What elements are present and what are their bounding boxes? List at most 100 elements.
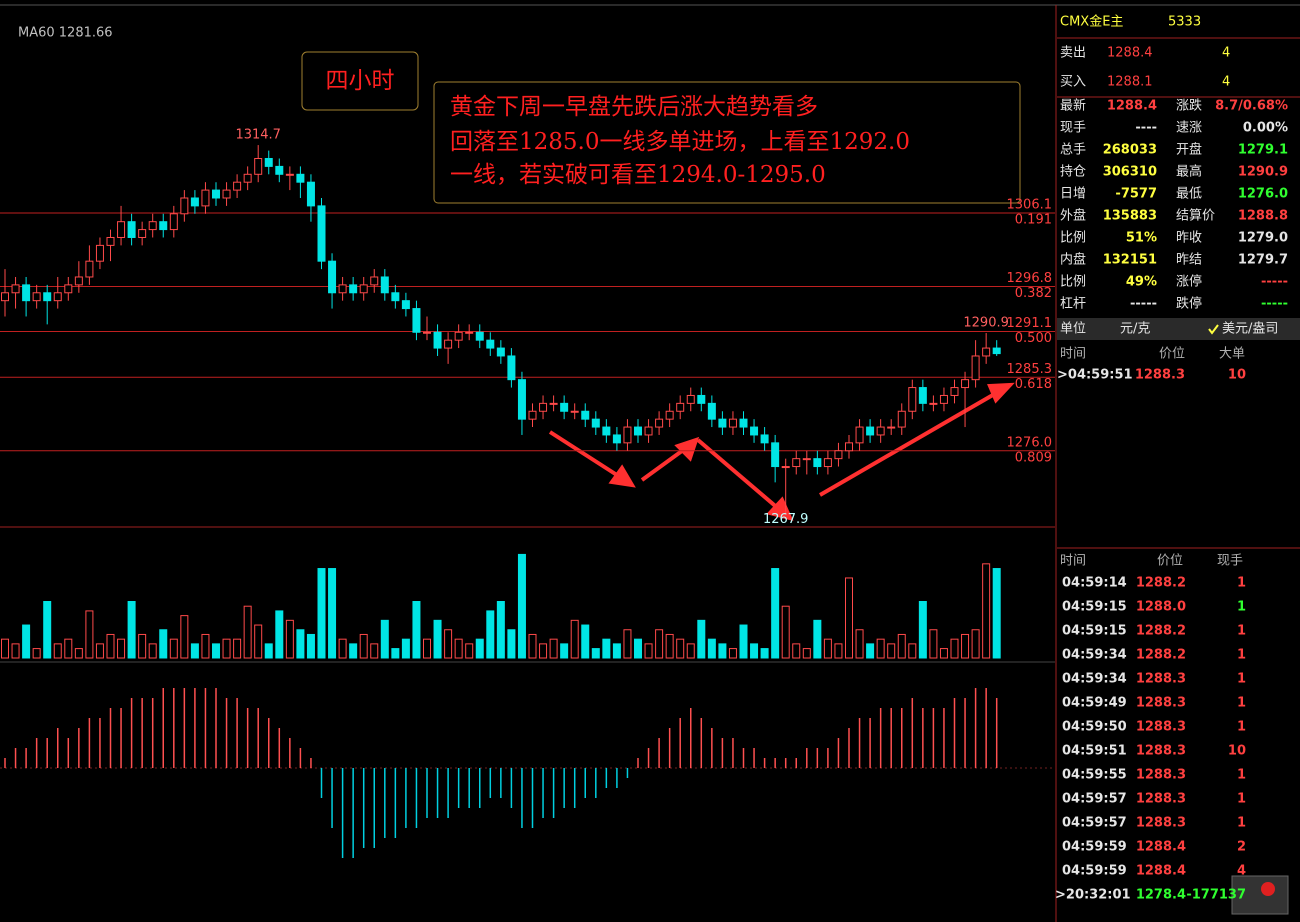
- candle-body: [201, 189, 210, 207]
- candle-body: [591, 418, 600, 428]
- candle-body: [95, 244, 104, 262]
- quote-label: 现手: [1060, 121, 1086, 136]
- quote-value: 1288.8: [1238, 209, 1288, 224]
- volume-bar: [117, 638, 126, 659]
- volume-bar: [591, 648, 600, 659]
- volume-bar: [549, 638, 558, 659]
- volume-bar: [686, 643, 695, 659]
- candle-body: [517, 379, 526, 420]
- tick-price: 1288.2: [1136, 624, 1186, 639]
- quote-label: 开盘: [1176, 142, 1202, 158]
- candle-body: [496, 347, 505, 357]
- candle-body: [85, 260, 94, 278]
- candle-body: [317, 205, 326, 262]
- unit-label: 单位: [1060, 322, 1086, 337]
- volume-bar: [328, 568, 337, 659]
- tick-price: 1288.3: [1136, 696, 1186, 711]
- tick-time: >20:32:01: [1055, 888, 1131, 903]
- volume-bar: [612, 643, 621, 659]
- volume-bar: [982, 563, 991, 659]
- candle-body: [180, 197, 189, 215]
- candle-body: [465, 331, 474, 334]
- candle-body: [792, 458, 801, 468]
- unit-option-selected[interactable]: 美元/盎司: [1222, 322, 1278, 337]
- quote-value: 1279.0: [1238, 231, 1288, 246]
- volume-bar: [412, 601, 421, 659]
- volume-bar: [32, 648, 41, 659]
- volume-bar: [771, 568, 780, 659]
- candle-body: [750, 426, 759, 436]
- tick-time: 04:59:59: [1062, 864, 1127, 879]
- fib-price: 1276.0: [1007, 435, 1053, 450]
- candle-body: [349, 284, 358, 294]
- tick-time: 04:59:51: [1062, 744, 1127, 759]
- quote-value: 306310: [1103, 165, 1157, 180]
- volume-bar: [845, 577, 853, 659]
- volume-bar: [560, 643, 569, 659]
- candle-body: [855, 426, 864, 444]
- table-header: 时间: [1060, 554, 1086, 569]
- quote-value: -----: [1261, 297, 1288, 312]
- quote-value: 1290.9: [1238, 165, 1288, 180]
- volume-bar: [676, 638, 685, 659]
- volume-bar: [201, 633, 210, 659]
- volume-bar: [634, 638, 642, 659]
- candle-body: [306, 181, 315, 207]
- quote-label: 速涨: [1176, 121, 1202, 136]
- volume-bar: [433, 619, 442, 659]
- candle-body: [148, 221, 157, 231]
- ask-qty: 4: [1222, 46, 1230, 61]
- period-label: 四小时: [326, 68, 395, 94]
- candle-body: [939, 394, 948, 404]
- candle-body: [138, 229, 147, 238]
- candle-body: [233, 181, 242, 191]
- candle-body: [328, 260, 337, 294]
- volume-bar: [465, 643, 474, 659]
- candle-body: [665, 410, 674, 420]
- candle-body: [866, 426, 875, 436]
- volume-bar: [127, 601, 136, 659]
- candle-body: [634, 426, 642, 436]
- quote-label: 最新: [1060, 98, 1086, 114]
- tick-price: 1288.3: [1136, 744, 1186, 759]
- fib-ratio: 0.809: [1015, 450, 1052, 465]
- volume-bar: [296, 629, 305, 659]
- tick-time: 04:59:34: [1062, 672, 1127, 687]
- volume-bar: [454, 638, 463, 659]
- quote-label: 涨停: [1176, 274, 1202, 290]
- period-box: [301, 51, 419, 111]
- bid-qty: 4: [1222, 75, 1230, 90]
- candle-body: [454, 331, 463, 341]
- candle-body: [908, 387, 917, 412]
- quote-label: 日增: [1060, 187, 1086, 202]
- candle-body: [950, 387, 959, 396]
- candle-body: [845, 442, 853, 452]
- ask-price: 1288.4: [1107, 46, 1153, 61]
- tick-price: 1288.0: [1136, 600, 1186, 615]
- quote-label: 外盘: [1060, 208, 1086, 224]
- tick-time: 04:59:57: [1062, 792, 1127, 807]
- candle-body: [887, 426, 896, 429]
- candle-body: [391, 292, 400, 302]
- big-order-cell: >04:59:51: [1057, 368, 1133, 383]
- tick-qty: 1: [1237, 624, 1246, 639]
- quote-value: 1288.4: [1107, 99, 1157, 114]
- fib-ratio: 0.618: [1015, 377, 1052, 392]
- candle-body: [22, 284, 31, 302]
- volume-bar: [760, 648, 769, 659]
- message-button[interactable]: [1231, 875, 1289, 915]
- tick-qty: 1: [1237, 816, 1246, 831]
- quote-value: 1279.7: [1238, 253, 1288, 268]
- quote-value: -----: [1261, 275, 1288, 290]
- volume-bar: [148, 643, 157, 659]
- tick-time: 04:59:14: [1062, 576, 1127, 591]
- candle-body: [644, 426, 653, 436]
- quote-label: 昨结: [1176, 253, 1202, 268]
- volume-bar: [64, 638, 73, 659]
- candle-body: [507, 355, 516, 381]
- arrow-head: [674, 436, 700, 462]
- candle-body: [32, 292, 41, 302]
- volume-bar: [517, 553, 526, 659]
- unit-option: 元/克: [1120, 322, 1150, 337]
